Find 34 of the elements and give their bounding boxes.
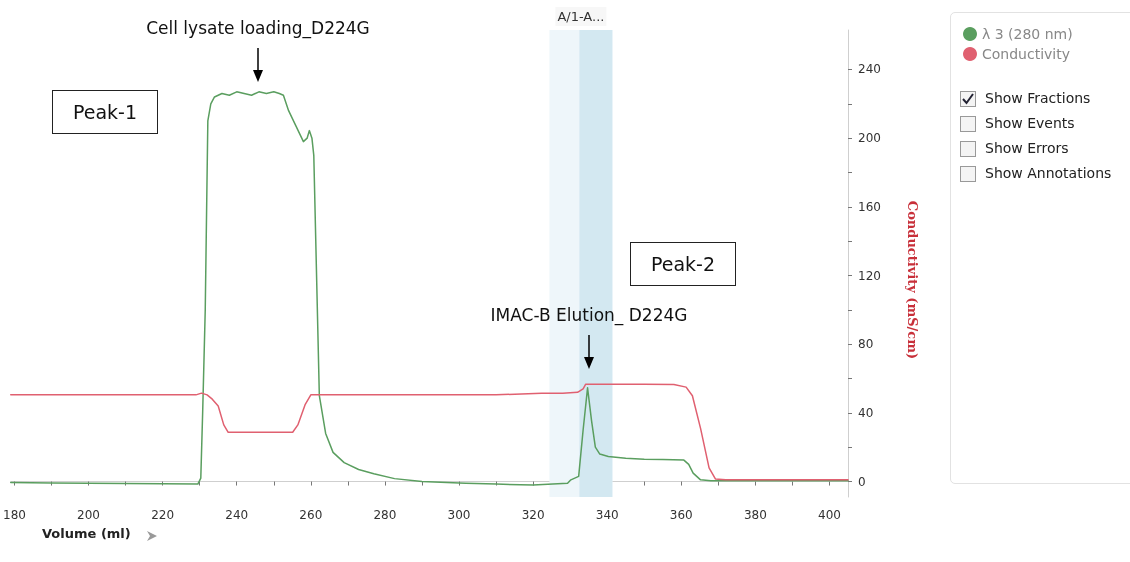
x-axis-title: Volume (ml) <box>42 526 131 541</box>
text: Show Errors <box>985 140 1069 156</box>
x-tick-label: 260 <box>299 508 323 522</box>
text: Show Events <box>985 115 1075 131</box>
annotation: Peak-2 <box>630 242 737 286</box>
x-tick-label: 220 <box>151 508 175 522</box>
line-series <box>10 383 849 481</box>
y2-tick-label: 200 <box>858 131 881 146</box>
band-label: A/1-A... <box>557 9 605 24</box>
annotation: Peak-1 <box>52 90 159 134</box>
x-tick-label: 200 <box>77 508 100 522</box>
x-tick-label: 360 <box>669 508 693 522</box>
y2-tick-label: 120 <box>858 268 881 283</box>
y2-axis-title: Conductivity (mS/cm) <box>904 200 920 360</box>
x-tick-label: 280 <box>373 508 397 522</box>
x-tick-label: 300 <box>447 508 471 522</box>
text: Show Annotations <box>985 165 1112 181</box>
x-tick-label: 240 <box>225 508 249 522</box>
annotation: IMAC-B Elution_ D224G <box>490 305 688 325</box>
line-series <box>10 91 849 486</box>
x-tick-label: 180 <box>3 508 26 522</box>
y2-tick-label: 240 <box>858 62 881 77</box>
x-tick-label: 320 <box>521 508 545 522</box>
y2-tick-label: 40 <box>858 405 874 420</box>
y2-tick-label: 0 <box>858 474 866 489</box>
x-tick-label: 380 <box>743 508 767 522</box>
y2-tick-label: 160 <box>858 199 881 214</box>
x-tick-label: 340 <box>595 508 619 522</box>
text: Show Fractions <box>985 90 1091 106</box>
legend-label: Conductivity <box>982 46 1070 62</box>
x-tick-label: 400 <box>818 508 841 522</box>
annotation: Cell lysate loading_D224G <box>146 18 370 38</box>
legend-label: λ 3 (280 nm) <box>982 26 1073 42</box>
y2-tick-label: 80 <box>858 337 874 352</box>
